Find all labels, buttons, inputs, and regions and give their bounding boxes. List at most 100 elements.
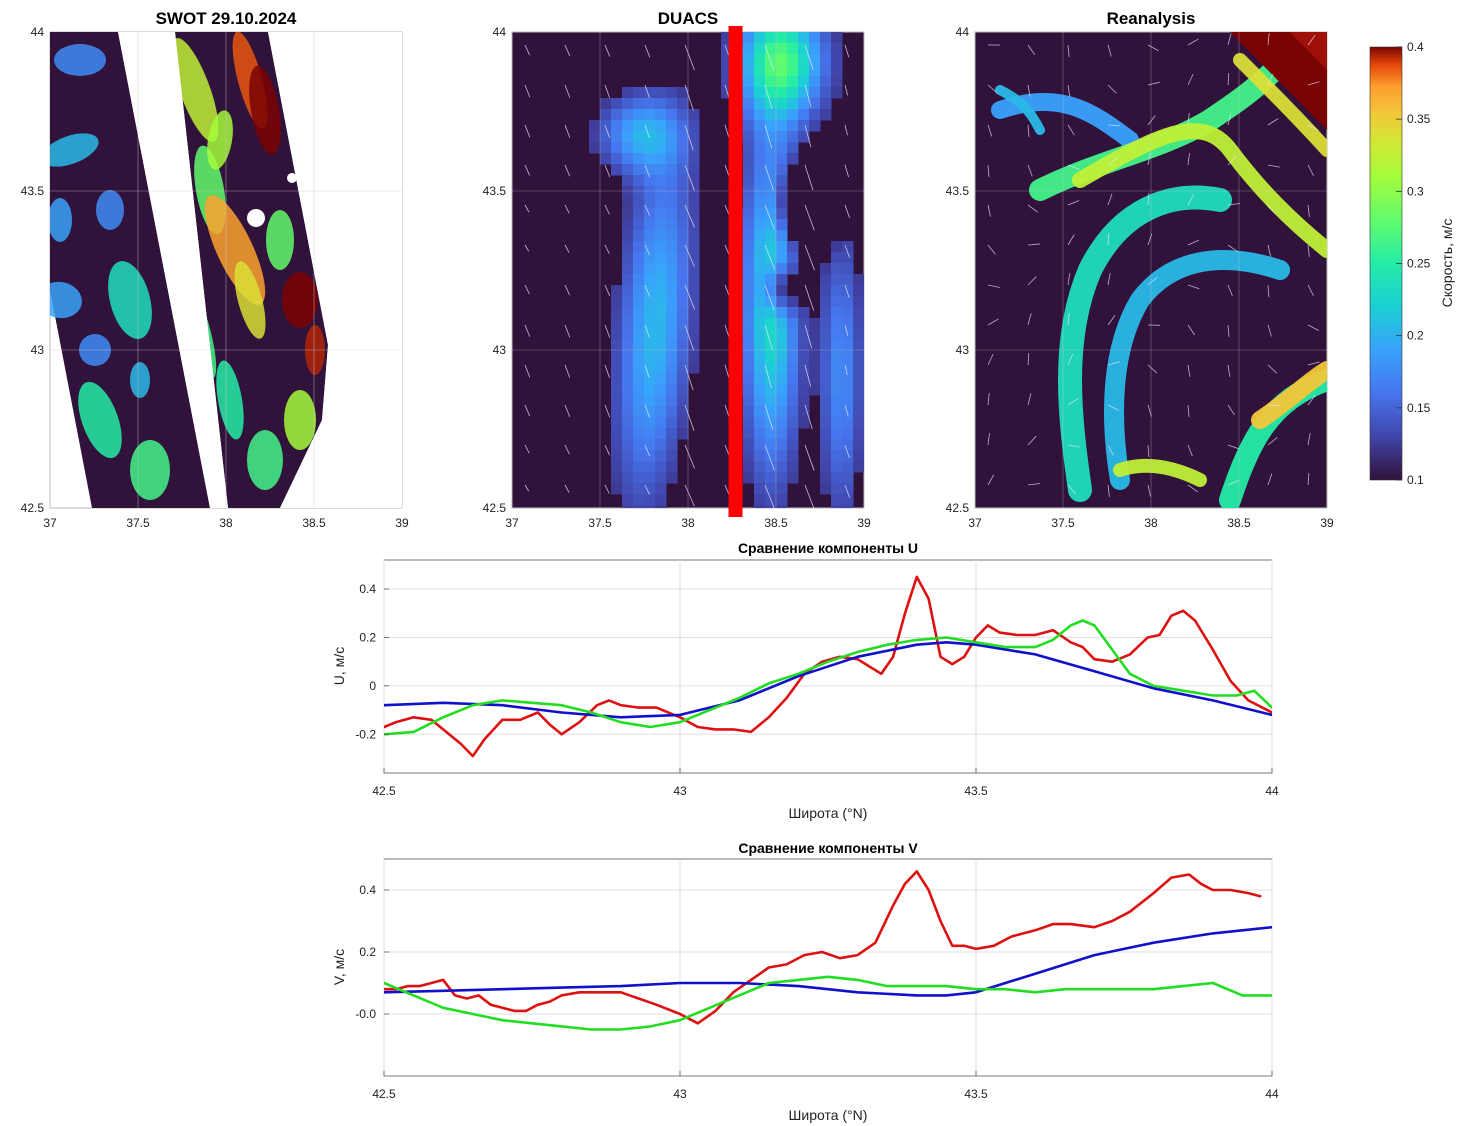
reanalysis-arrow [1267, 437, 1278, 446]
duacs-cell [776, 439, 788, 451]
duacs-cell [633, 197, 645, 209]
duacs-cell [776, 340, 788, 352]
duacs-cell [743, 450, 755, 462]
duacs-cell [754, 285, 766, 297]
reanalysis-arrow [1267, 244, 1272, 257]
duacs-cell [743, 362, 755, 374]
duacs-cell [600, 109, 612, 121]
reanalysis-arrow [1027, 44, 1036, 56]
reanalysis-arrow [1107, 404, 1119, 411]
duacs-cell [611, 164, 623, 176]
duacs-cell [776, 296, 788, 308]
duacs-cell [831, 373, 843, 385]
duacs-cell [688, 318, 700, 330]
duacs-cell [666, 98, 678, 110]
duacs-cell [754, 494, 766, 506]
duacs-cell [633, 263, 645, 275]
duacs-cell [688, 296, 700, 308]
duacs-cell [831, 417, 843, 429]
duacs-cell [787, 241, 799, 253]
reanalysis-arrow [987, 204, 991, 217]
duacs-cell [743, 98, 755, 110]
duacs-arrow [684, 244, 695, 267]
reanalysis-band [1104, 250, 1290, 490]
chart-u-series [384, 575, 1272, 758]
duacs-cell [677, 98, 689, 110]
reanalysis-arrow [1267, 364, 1278, 374]
duacs-cell [633, 241, 645, 253]
reanalysis-band [1251, 361, 1327, 429]
duacs-cell [831, 439, 843, 451]
duacs-cell [754, 208, 766, 220]
duacs-cell [644, 263, 656, 275]
duacs-cell [765, 219, 777, 231]
duacs-cell [754, 65, 766, 77]
reanalysis-arrow [1067, 398, 1079, 406]
duacs-cell [622, 428, 634, 440]
duacs-cell [776, 65, 788, 77]
duacs-cell [688, 175, 700, 187]
duacs-cell [743, 329, 755, 341]
reanalysis-arrow [987, 353, 994, 366]
duacs-cell [644, 120, 656, 132]
duacs-cell [809, 340, 821, 352]
duacs-cell [776, 494, 788, 506]
duacs-cell [743, 373, 755, 385]
duacs-cell [688, 230, 700, 242]
duacs-cell [820, 472, 832, 484]
duacs-cell [688, 142, 700, 154]
duacs-cell [633, 461, 645, 473]
duacs-cell [776, 417, 788, 429]
duacs-cell [776, 263, 788, 275]
reanalysis-arrow [1107, 157, 1118, 166]
reanalysis-arrow [1107, 273, 1111, 286]
reanalysis-arrow [1307, 284, 1314, 296]
duacs-cell [787, 340, 799, 352]
duacs-cell [666, 307, 678, 319]
duacs-arrow [844, 364, 848, 376]
map-swot-ytick: 43 [31, 343, 45, 357]
duacs-cell [820, 87, 832, 99]
duacs-cell [820, 32, 832, 44]
duacs-cell [633, 450, 645, 462]
reanalysis-arrow [1227, 364, 1231, 377]
duacs-cell [787, 43, 799, 55]
duacs-cell [831, 54, 843, 66]
map-swot-xtick: 38.5 [302, 516, 326, 530]
duacs-cell [655, 120, 667, 132]
duacs-cell [820, 76, 832, 88]
duacs-cell [831, 263, 843, 275]
duacs-cell [743, 120, 755, 132]
duacs-cell [677, 208, 689, 220]
duacs-cell [677, 87, 689, 99]
duacs-cell [831, 76, 843, 88]
duacs-cell [743, 109, 755, 121]
reanalysis-arrow [1107, 361, 1120, 366]
duacs-cell [765, 351, 777, 363]
duacs-cell [688, 153, 700, 165]
duacs-arrow [684, 84, 694, 111]
duacs-cell [622, 505, 634, 508]
duacs-cell [655, 230, 667, 242]
reanalysis-arrow [1267, 164, 1280, 168]
duacs-arrow [804, 204, 815, 231]
duacs-cell [765, 274, 777, 286]
duacs-cell [688, 131, 700, 143]
duacs-cell [853, 274, 864, 286]
duacs-cell [787, 373, 799, 385]
duacs-cell [633, 472, 645, 484]
reanalysis-arrow [987, 124, 993, 137]
duacs-cell [820, 406, 832, 418]
duacs-cell [765, 373, 777, 385]
duacs-cell [765, 428, 777, 440]
reanalysis-arrow [987, 318, 999, 326]
duacs-cell [644, 296, 656, 308]
duacs-arrow [764, 84, 773, 109]
duacs-cell [831, 351, 843, 363]
duacs-cell [842, 417, 854, 429]
duacs-arrow [604, 404, 611, 418]
reanalysis-arrow [1187, 484, 1199, 493]
chart-v: Сравнение компоненты V 42.5 43 43.5 44 -0.0 0… [331, 840, 1279, 1123]
duacs-cell [611, 450, 623, 462]
duacs-arrow [764, 484, 775, 508]
